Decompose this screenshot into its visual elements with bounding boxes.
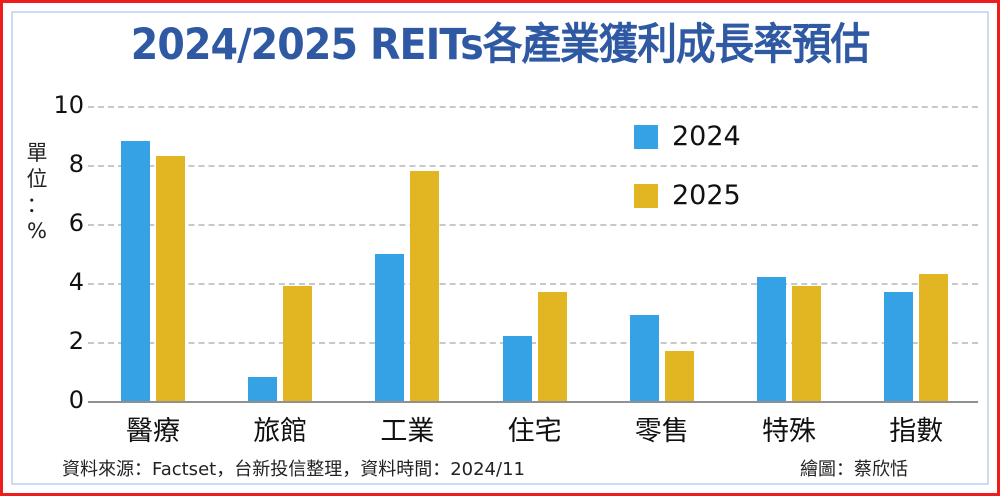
bar-2024 — [121, 141, 150, 401]
bar-2024 — [757, 277, 786, 401]
bar-2024 — [502, 336, 532, 401]
y-axis-label-char: 單 — [26, 141, 48, 165]
x-category-label: 特殊 — [762, 416, 816, 447]
bar-2024 — [248, 377, 278, 401]
bar-2024 — [884, 291, 914, 401]
y-tick-label: 0 — [68, 386, 84, 414]
y-axis-label-char: % — [27, 219, 47, 243]
source-note: 資料來源：Factset，台新投信整理，資料時間：2024/11 — [62, 459, 525, 480]
bar-2025 — [410, 170, 440, 401]
x-category-label: 零售 — [634, 416, 689, 447]
y-tick-label: 6 — [68, 209, 84, 237]
y-tick-label: 4 — [68, 268, 84, 296]
y-axis-label: 單位：% — [22, 140, 52, 244]
y-axis-label-char: ： — [26, 193, 48, 217]
bar-2025 — [283, 285, 313, 401]
y-tick-label: 10 — [53, 91, 84, 119]
gridline — [88, 283, 978, 285]
legend-item-2025: 2025 — [634, 180, 741, 211]
x-category-label: 醫療 — [126, 416, 180, 447]
x-category-label: 住宅 — [507, 416, 562, 447]
bar-2024 — [629, 315, 659, 401]
legend-item-2024: 2024 — [634, 121, 741, 152]
x-category-label: 旅館 — [253, 416, 308, 447]
bar-2025 — [792, 285, 821, 401]
bar-2025 — [537, 291, 567, 401]
y-tick-label: 2 — [68, 327, 84, 355]
legend-label-2024: 2024 — [672, 121, 741, 152]
chart-title: 2024/2025 REITs各產業獲利成長率預估 — [130, 20, 870, 70]
gridline — [88, 224, 978, 226]
x-axis-line — [88, 401, 978, 403]
legend-label-2025: 2025 — [672, 180, 741, 211]
x-category-label: 指數 — [889, 416, 944, 447]
y-axis-label-char: 位 — [26, 167, 48, 191]
bar-2025 — [156, 156, 185, 401]
gridline — [88, 165, 978, 167]
bar-2025 — [664, 350, 694, 401]
bar-2025 — [919, 274, 949, 401]
y-tick-label: 8 — [68, 150, 84, 178]
bar-2024 — [375, 253, 405, 401]
legend-swatch-2025 — [634, 183, 658, 208]
gridline — [88, 342, 978, 344]
legend-swatch-2024 — [634, 124, 658, 149]
graphic-credit: 繪圖：蔡欣恬 — [800, 459, 908, 480]
gridline — [88, 106, 978, 108]
x-category-label: 工業 — [380, 416, 435, 447]
